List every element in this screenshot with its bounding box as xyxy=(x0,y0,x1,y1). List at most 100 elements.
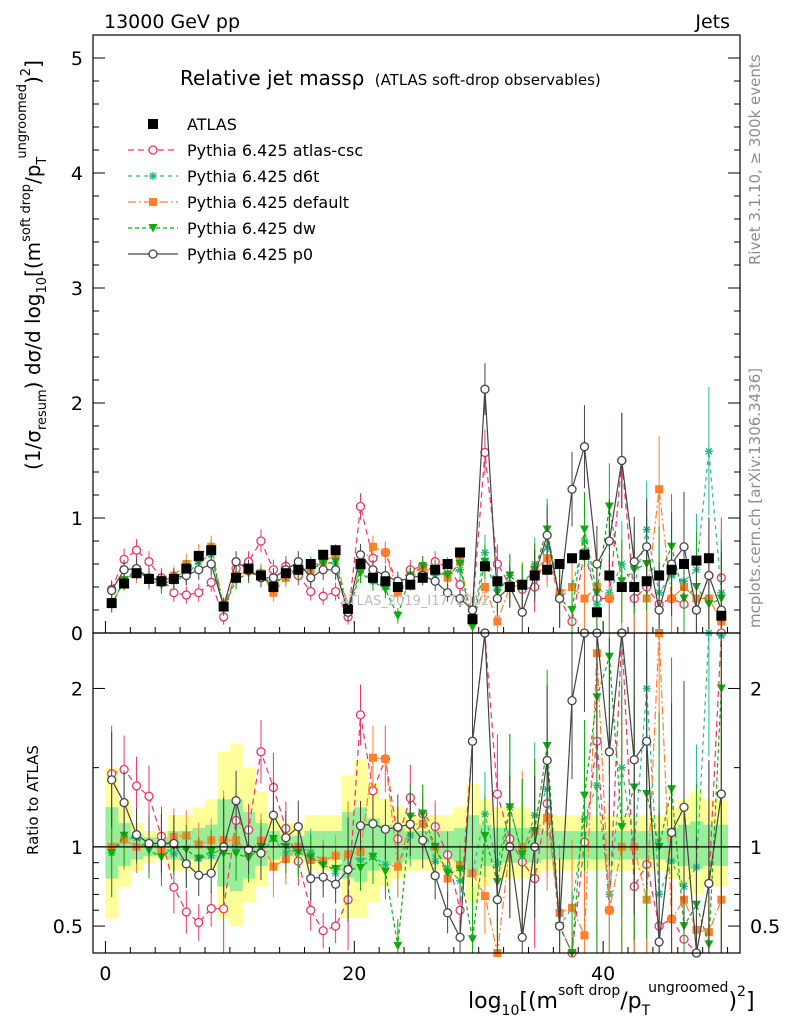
ratio-point-p0 xyxy=(368,819,378,829)
data-point-p0 xyxy=(654,605,664,615)
data-point-ATLAS xyxy=(492,576,503,587)
ratio-frame xyxy=(92,632,741,954)
data-point-p0 xyxy=(206,559,216,569)
x-tick-label: 0 xyxy=(99,963,111,985)
ratio-point-dw xyxy=(206,847,216,856)
ratio-point-p0 xyxy=(181,859,191,869)
data-point-dw xyxy=(467,623,477,632)
data-point-atlas-csc xyxy=(256,536,266,546)
data-point-default xyxy=(605,594,614,603)
data-point-p0 xyxy=(268,573,279,583)
ratio-point-p0 xyxy=(131,830,142,840)
data-point-p0 xyxy=(554,593,565,604)
plot-title-main: Relative jet massρ xyxy=(180,66,364,90)
y-tick-label: 3 xyxy=(71,278,83,300)
data-point-ATLAS xyxy=(616,582,627,592)
legend: ATLAS Pythia 6.425 atlas-csc Pythia 6.425 … xyxy=(128,115,363,264)
data-point-ATLAS xyxy=(206,545,217,556)
star-stroke xyxy=(705,447,713,455)
ratio-point-p0 xyxy=(169,838,179,849)
data-point-ATLAS xyxy=(542,564,553,575)
data-point-p0 xyxy=(617,455,627,466)
data-point-dw xyxy=(567,606,577,615)
y-axis-label-main: (1/σresum) dσ/d log10[(msoft drop/pTungr… xyxy=(15,60,50,470)
ratio-point-p0 xyxy=(256,848,266,858)
ratio-point-dw xyxy=(443,869,453,878)
data-point-ATLAS xyxy=(143,573,154,584)
data-point-ATLAS xyxy=(231,572,242,583)
ratio-point-p0 xyxy=(231,796,241,806)
ratio-point-p0 xyxy=(206,868,216,878)
data-point-p0 xyxy=(119,565,129,575)
ratio-point-dw xyxy=(380,867,390,877)
data-point-dw xyxy=(380,585,390,594)
data-point-atlas-csc xyxy=(306,586,316,597)
ratio-point-dw xyxy=(231,849,241,858)
data-point-ATLAS xyxy=(380,576,391,587)
ratio-point-dw xyxy=(617,823,627,832)
data-point-ATLAS xyxy=(156,576,167,587)
data-point-p0 xyxy=(629,557,639,567)
data-point-ATLAS xyxy=(318,549,329,560)
ratio-point-p0 xyxy=(430,871,440,881)
ratio-point-dw xyxy=(480,831,490,841)
legend-label-atlas-csc: Pythia 6.425 atlas-csc xyxy=(187,141,363,160)
ratio-point-atlas-csc xyxy=(492,789,503,799)
ratio-point-default xyxy=(368,753,377,762)
data-point-p0 xyxy=(306,573,316,583)
ratio-point-dw xyxy=(368,852,378,862)
data-point-ATLAS xyxy=(604,570,615,581)
data-point-ATLAS xyxy=(430,564,441,575)
ratio-tick-label: 1 xyxy=(71,837,83,859)
ratio-point-p0 xyxy=(455,932,465,943)
ratio-point-dw xyxy=(455,865,465,874)
data-point-default xyxy=(655,485,664,494)
ratio-point-default xyxy=(480,892,489,901)
data-point-dw xyxy=(455,560,465,569)
ratio-tick-label: 2 xyxy=(71,678,83,700)
legend-marker-atlas-csc xyxy=(148,145,158,155)
data-point-ATLAS xyxy=(417,572,428,583)
ratio-point-atlas-csc xyxy=(131,781,142,791)
ratio-point-atlas-csc xyxy=(318,926,328,936)
side-label-mcplots: mcplots.cern.ch [arXiv:1306.3436] xyxy=(746,368,764,628)
ratio-point-atlas-csc xyxy=(256,747,266,757)
data-point-atlas-csc xyxy=(318,591,328,601)
data-point-default xyxy=(480,583,489,591)
legend-marker-dw xyxy=(148,224,158,233)
data-point-dw xyxy=(393,611,403,621)
ratio-point-p0 xyxy=(306,873,316,884)
plot-title-sub: (ATLAS soft-drop observables) xyxy=(375,71,601,89)
axis-ticks: 0 20 40 0 1 2 3 4 5 0.5 0.5 1 1 2 2 xyxy=(53,48,780,985)
main-plot xyxy=(106,363,727,633)
data-point-ATLAS xyxy=(442,559,453,569)
data-point-ATLAS xyxy=(517,579,528,590)
legend-label-dw: Pythia 6.425 dw xyxy=(187,219,316,238)
data-point-default xyxy=(493,617,502,626)
data-point-default xyxy=(393,588,402,597)
ratio-tick-label-right: 0.5 xyxy=(750,916,780,938)
ratio-point-default xyxy=(605,906,614,915)
data-point-p0 xyxy=(231,557,241,567)
ratio-point-p0 xyxy=(194,870,204,880)
data-point-ATLAS xyxy=(268,582,279,592)
data-point-atlas-csc xyxy=(330,586,341,597)
data-point-atlas-csc xyxy=(144,557,154,567)
data-point-p0 xyxy=(679,542,689,552)
data-point-d6t xyxy=(704,447,713,456)
ratio-point-atlas-csc xyxy=(455,905,465,915)
y-tick-label: 0 xyxy=(71,623,83,645)
ratio-point-p0 xyxy=(330,879,341,889)
x-tick-label: 20 xyxy=(342,963,366,985)
ratio-plot xyxy=(93,628,740,958)
data-point-dw xyxy=(356,569,366,578)
ratio-point-atlas-csc xyxy=(169,882,179,892)
y-tick-label: 1 xyxy=(71,508,83,530)
legend-marker-p0 xyxy=(148,249,158,259)
data-point-atlas-csc xyxy=(355,501,366,512)
header-left: 13000 GeV pp xyxy=(104,11,240,33)
data-point-p0 xyxy=(318,565,328,575)
data-point-p0 xyxy=(467,605,478,615)
data-point-p0 xyxy=(704,570,714,581)
y-tick-label: 5 xyxy=(71,48,83,70)
